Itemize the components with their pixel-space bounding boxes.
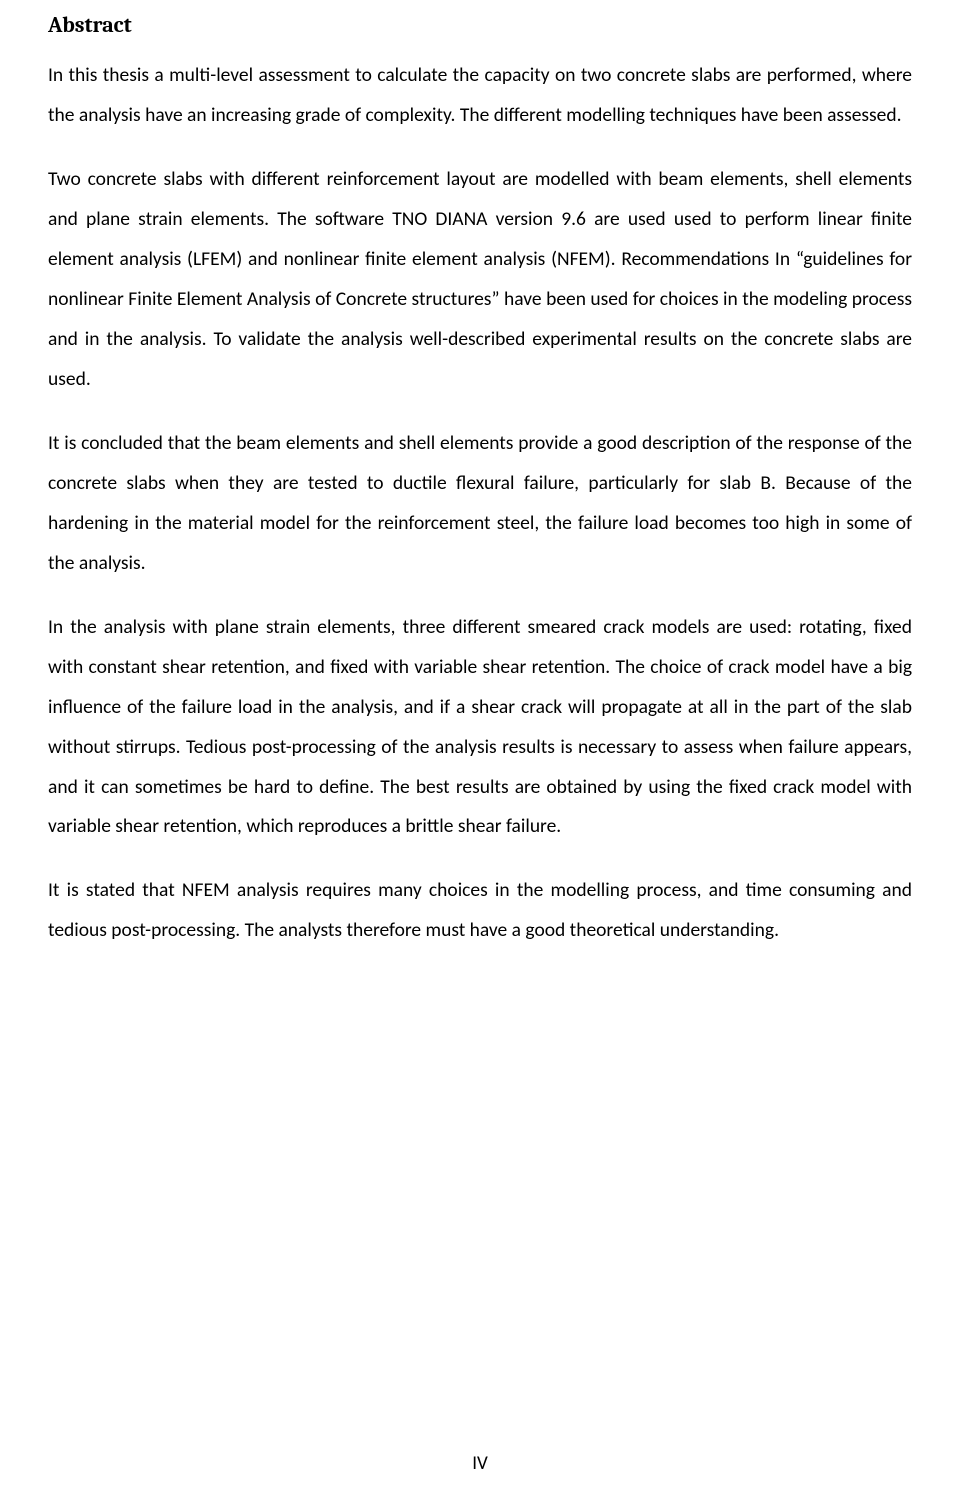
abstract-heading: Abstract — [48, 12, 912, 38]
abstract-paragraph-2: Two concrete slabs with different reinfo… — [48, 160, 912, 400]
abstract-paragraph-5: It is stated that NFEM analysis requires… — [48, 871, 912, 951]
abstract-paragraph-3: It is concluded that the beam elements a… — [48, 424, 912, 584]
abstract-paragraph-4: In the analysis with plane strain elemen… — [48, 608, 912, 848]
page-number: IV — [0, 1452, 960, 1475]
abstract-paragraph-1: In this thesis a multi-level assessment … — [48, 56, 912, 136]
